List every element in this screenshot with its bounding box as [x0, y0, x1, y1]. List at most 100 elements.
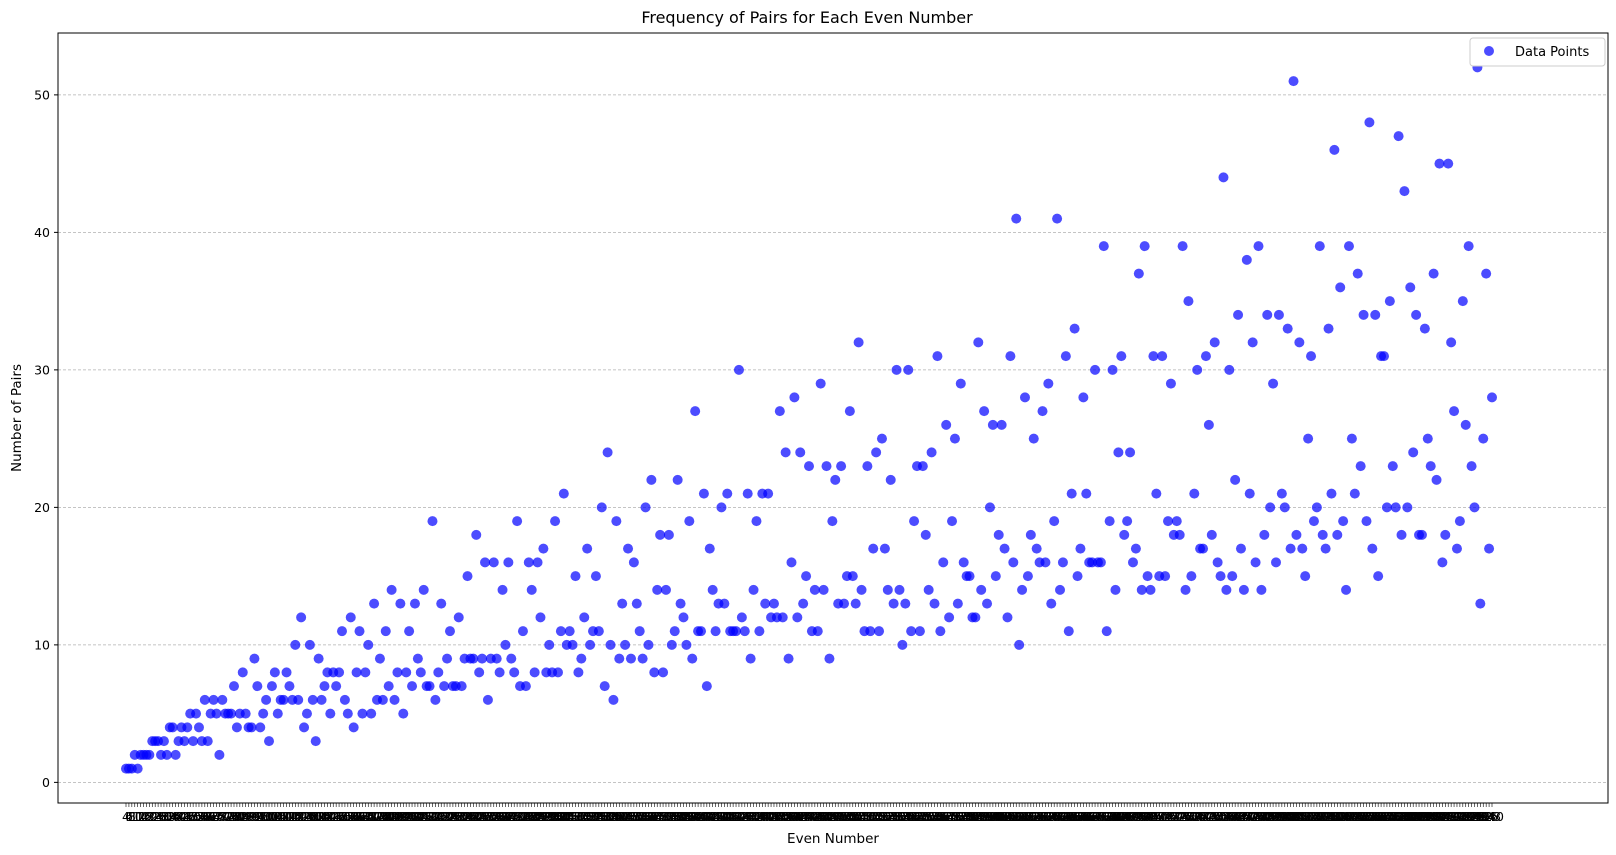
- x-tick-label: 864: [1369, 809, 1393, 824]
- data-point: [1221, 584, 1232, 595]
- data-point: [941, 419, 952, 430]
- data-point: [736, 612, 747, 623]
- x-tick-label: 778: [1244, 809, 1268, 824]
- data-point: [850, 598, 861, 609]
- x-tick-label: 496: [832, 809, 856, 824]
- x-tick-label: 936: [1474, 809, 1498, 824]
- data-point: [1180, 584, 1191, 595]
- x-tick-label: 188: [383, 809, 407, 824]
- x-tick-label: 596: [978, 809, 1002, 824]
- x-tick-label: 538: [893, 809, 917, 824]
- data-point: [261, 694, 272, 705]
- data-point: [202, 736, 213, 747]
- data-point: [246, 722, 257, 733]
- x-tick-label: 884: [1398, 809, 1422, 824]
- x-tick-label: 140: [313, 809, 337, 824]
- x-tick-label: 628: [1025, 809, 1049, 824]
- data-point: [331, 681, 342, 692]
- x-tick-label: 360: [634, 809, 658, 824]
- data-point: [929, 598, 940, 609]
- x-tick-label: 490: [823, 809, 847, 824]
- x-tick-label: 66: [209, 809, 225, 824]
- data-point: [1294, 337, 1305, 348]
- x-tick-label: 854: [1355, 809, 1379, 824]
- data-point: [1040, 557, 1051, 568]
- x-tick-label: 446: [759, 809, 783, 824]
- x-tick-label: 158: [339, 809, 363, 824]
- y-tick-label: 0: [42, 775, 50, 790]
- x-tick-label: 110: [269, 809, 293, 824]
- x-tick-label: 704: [1136, 809, 1160, 824]
- x-tick-label: 44: [176, 809, 192, 824]
- data-point: [1437, 557, 1448, 568]
- data-point: [334, 667, 345, 678]
- data-point: [319, 681, 330, 692]
- x-tick-label: 412: [710, 809, 734, 824]
- data-point: [360, 667, 371, 678]
- data-point: [494, 667, 505, 678]
- data-point: [1300, 571, 1311, 582]
- data-point: [684, 516, 695, 527]
- data-point: [1297, 543, 1308, 554]
- x-tick-label: 388: [674, 809, 698, 824]
- y-axis-ticks: 0 10 20 30 40 50: [34, 87, 58, 790]
- data-point: [1478, 433, 1489, 444]
- x-tick-label: 896: [1416, 809, 1440, 824]
- data-point: [237, 667, 248, 678]
- x-tick-label: 720: [1159, 809, 1183, 824]
- x-tick-label: 224: [435, 809, 459, 824]
- x-tick-label: 770: [1232, 809, 1256, 824]
- x-tick-label: 736: [1182, 809, 1206, 824]
- data-point: [839, 598, 850, 609]
- data-point: [763, 488, 774, 499]
- data-point: [958, 557, 969, 568]
- data-point: [847, 571, 858, 582]
- data-point: [188, 736, 199, 747]
- x-tick-label: 858: [1360, 809, 1384, 824]
- x-tick-label: 600: [984, 809, 1008, 824]
- x-tick-label: 346: [613, 809, 637, 824]
- x-tick-label: 812: [1293, 809, 1317, 824]
- x-tick-label: 152: [330, 809, 354, 824]
- x-tick-label: 268: [499, 809, 523, 824]
- x-tick-label: 834: [1325, 809, 1349, 824]
- data-point: [506, 653, 517, 664]
- x-tick-label: 920: [1451, 809, 1475, 824]
- data-point: [952, 598, 963, 609]
- data-point: [914, 626, 925, 637]
- data-point: [579, 612, 590, 623]
- x-tick-label: 848: [1346, 809, 1370, 824]
- data-point: [1069, 323, 1080, 334]
- data-point: [316, 694, 327, 705]
- data-point: [179, 736, 190, 747]
- data-point: [1349, 488, 1360, 499]
- x-tick-label: 442: [753, 809, 777, 824]
- data-point: [1276, 488, 1287, 499]
- x-tick-label: 424: [727, 809, 751, 824]
- data-point: [339, 694, 350, 705]
- x-tick-label: 764: [1223, 809, 1247, 824]
- data-point: [917, 461, 928, 472]
- data-point: [827, 516, 838, 527]
- x-tick-label: 138: [310, 809, 334, 824]
- data-point: [681, 639, 692, 650]
- x-tick-label: 294: [537, 809, 561, 824]
- data-point: [982, 598, 993, 609]
- data-point: [398, 708, 409, 719]
- x-tick-label: 172: [359, 809, 383, 824]
- x-tick-label: 184: [377, 809, 401, 824]
- data-point: [844, 406, 855, 417]
- x-tick-label: 802: [1279, 809, 1303, 824]
- data-point: [935, 626, 946, 637]
- data-point: [1163, 516, 1174, 527]
- x-tick-label: 508: [850, 809, 874, 824]
- data-points: [121, 62, 1497, 774]
- x-tick-label: 512: [855, 809, 879, 824]
- x-tick-label: 50: [185, 809, 201, 824]
- x-tick-label: 816: [1299, 809, 1323, 824]
- data-point: [1095, 557, 1106, 568]
- data-point: [891, 364, 902, 375]
- x-tick-label: 916: [1445, 809, 1469, 824]
- x-tick-label: 536: [890, 809, 914, 824]
- data-point: [856, 584, 867, 595]
